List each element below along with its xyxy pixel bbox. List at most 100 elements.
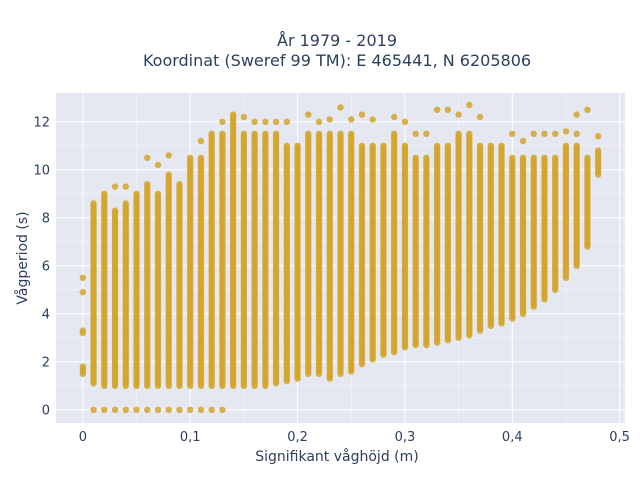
data-point — [444, 106, 452, 114]
data-point — [519, 154, 527, 161]
data-point — [337, 104, 344, 111]
data-point — [305, 111, 312, 118]
data-point — [348, 116, 355, 123]
data-point — [219, 118, 226, 126]
data-point — [122, 406, 129, 413]
chart-subtitle: Koordinat (Sweref 99 TM): E 465441, N 62… — [143, 51, 531, 70]
y-tick-label: 0 — [42, 403, 50, 418]
data-point — [251, 118, 258, 126]
data-point — [240, 130, 248, 137]
data-point — [272, 130, 280, 137]
data-point — [390, 130, 398, 137]
data-point — [476, 113, 484, 121]
x-tick-label: 0 — [79, 430, 87, 445]
data-point — [165, 171, 172, 178]
data-point — [133, 190, 140, 197]
x-tick-label: 0,1 — [180, 430, 201, 445]
data-point — [111, 183, 119, 190]
data-point — [219, 130, 226, 137]
data-point — [358, 111, 366, 118]
y-tick-label: 8 — [42, 211, 50, 226]
data-point — [423, 154, 430, 161]
x-tick-label: 0,5 — [609, 430, 630, 445]
data-point — [337, 130, 344, 137]
data-point — [433, 106, 441, 114]
data-point — [498, 142, 505, 149]
data-point — [476, 142, 484, 149]
data-point — [573, 142, 580, 149]
data-point — [186, 154, 194, 161]
data-point — [154, 161, 162, 169]
data-point — [315, 118, 323, 126]
data-point — [369, 142, 376, 149]
data-point — [552, 130, 559, 137]
data-point — [444, 142, 452, 149]
data-point — [111, 207, 119, 214]
data-point — [122, 200, 129, 207]
data-point — [144, 181, 151, 188]
data-point — [79, 363, 87, 370]
data-point — [197, 137, 205, 145]
data-point — [208, 406, 215, 413]
data-point — [541, 130, 548, 137]
data-point — [111, 406, 119, 413]
data-point — [219, 406, 226, 413]
data-point — [433, 142, 441, 149]
data-point — [262, 130, 269, 137]
data-point — [79, 274, 87, 281]
data-point — [101, 406, 108, 413]
data-point — [305, 130, 312, 137]
data-point — [519, 137, 527, 145]
y-axis-label: Vågperiod (s) — [14, 211, 31, 304]
data-point — [154, 406, 162, 413]
data-points — [79, 101, 602, 413]
data-point — [412, 154, 419, 161]
data-point — [358, 142, 366, 149]
x-axis-label: Signifikant våghöjd (m) — [255, 448, 418, 465]
x-tick-label: 0,2 — [287, 430, 308, 445]
data-point — [251, 130, 258, 137]
data-point — [594, 147, 602, 154]
data-point — [530, 130, 537, 137]
chart-title: År 1979 - 2019 — [277, 31, 397, 50]
data-point — [594, 133, 602, 140]
data-point — [573, 111, 580, 118]
data-point — [348, 130, 355, 137]
data-point — [562, 142, 570, 149]
data-point — [390, 113, 398, 121]
y-tick-label: 2 — [42, 355, 50, 370]
data-point — [584, 154, 591, 161]
data-point — [186, 406, 194, 413]
data-point — [283, 142, 291, 149]
data-point — [197, 154, 205, 161]
x-tick-label: 0,3 — [395, 430, 416, 445]
data-point — [154, 190, 162, 197]
data-point — [326, 116, 333, 123]
data-point — [380, 142, 387, 149]
data-point — [562, 128, 570, 135]
data-point — [315, 130, 323, 137]
data-point — [573, 130, 580, 137]
data-point — [466, 130, 473, 137]
y-tick-label: 4 — [42, 307, 50, 322]
data-point — [423, 130, 430, 137]
y-tick-label: 10 — [33, 163, 50, 178]
data-point — [133, 406, 140, 413]
data-point — [487, 142, 495, 149]
x-tick-label: 0,4 — [502, 430, 523, 445]
y-tick-label: 12 — [33, 115, 50, 130]
data-point — [262, 118, 269, 126]
data-point — [466, 101, 473, 109]
y-tick-label: 6 — [42, 259, 50, 274]
data-point — [294, 142, 301, 149]
data-point — [401, 142, 409, 149]
data-point — [122, 183, 129, 190]
data-point — [79, 327, 87, 334]
data-point — [165, 152, 172, 159]
data-point — [176, 406, 183, 413]
data-point — [552, 154, 559, 161]
data-point — [272, 118, 280, 126]
data-point — [283, 118, 291, 126]
